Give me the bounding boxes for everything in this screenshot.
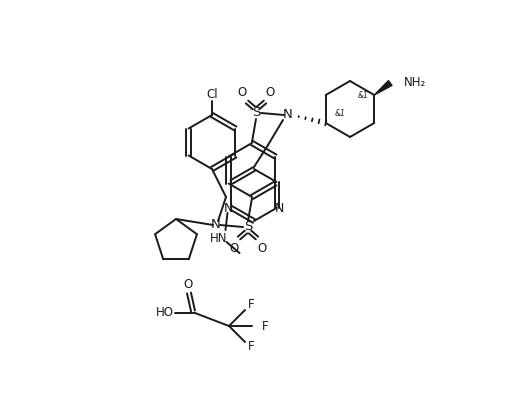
Text: O: O [183,279,193,291]
Text: O: O [257,242,267,255]
Text: N: N [283,109,293,122]
Polygon shape [374,81,392,95]
Text: S: S [244,220,252,233]
Text: HN: HN [210,231,227,244]
Text: Cl: Cl [206,87,218,100]
Text: S: S [252,106,260,120]
Text: N: N [211,219,221,231]
Text: F: F [247,341,254,353]
Text: &1: &1 [358,91,369,100]
Text: N: N [224,202,233,215]
Text: F: F [247,299,254,311]
Text: O: O [238,86,246,98]
Text: F: F [262,319,268,333]
Text: NH₂: NH₂ [404,77,426,89]
Text: O: O [265,86,275,98]
Text: N: N [275,202,284,215]
Text: HO: HO [156,306,174,319]
Text: O: O [229,242,239,255]
Text: &1: &1 [335,109,346,118]
